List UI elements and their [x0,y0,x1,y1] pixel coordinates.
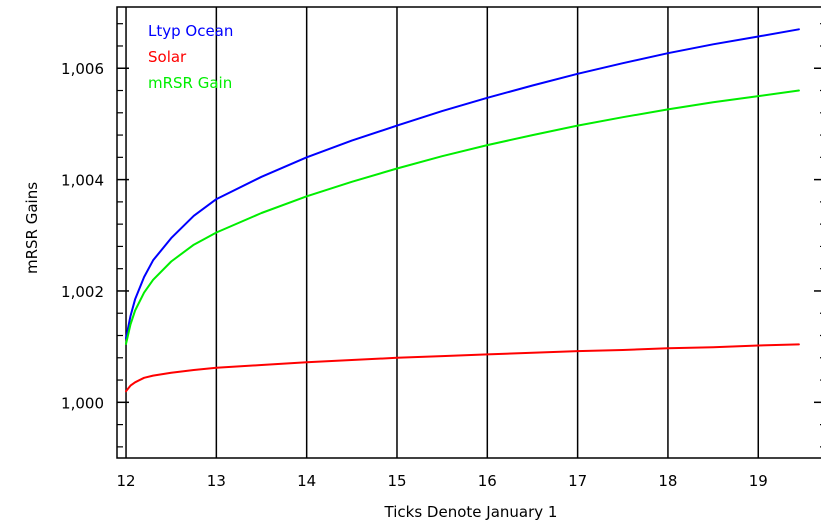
series-line-mrsr-gain [125,89,800,345]
x-tick-label: 15 [387,472,406,490]
y-tick-label: 1,002 [61,283,104,301]
x-tick-label: 19 [749,472,768,490]
legend-entry-mrsr-gain: mRSR Gain [148,74,232,92]
plot-frame [116,6,821,459]
x-tick-label: 16 [478,472,497,490]
x-tick-labels: 12 13 14 15 16 17 18 19 [116,472,767,490]
series-line-solar [125,343,800,393]
x-tick-label: 13 [207,472,226,490]
grid-layer [125,7,760,458]
series-layer [125,28,800,393]
x-tick-label: 14 [297,472,316,490]
y-tick-label: 1,006 [61,60,104,78]
y-tick-label: 1,000 [61,394,104,412]
x-tick-label: 18 [658,472,677,490]
legend-entry-ltyp-ocean: Ltyp Ocean [148,22,233,40]
y-tick-label: 1,004 [61,172,104,190]
y-axis-title: mRSR Gains [23,182,41,274]
x-tick-label: 12 [116,472,135,490]
legend: Ltyp Ocean Solar mRSR Gain [148,22,233,92]
x-tick-label: 17 [568,472,587,490]
y-tick-labels: 1,000 1,002 1,004 1,006 [61,60,104,412]
x-axis-title: Ticks Denote January 1 [384,503,558,521]
ticks-layer [117,23,821,448]
legend-entry-solar: Solar [148,48,187,66]
series-line-ltyp-ocean [125,28,800,340]
